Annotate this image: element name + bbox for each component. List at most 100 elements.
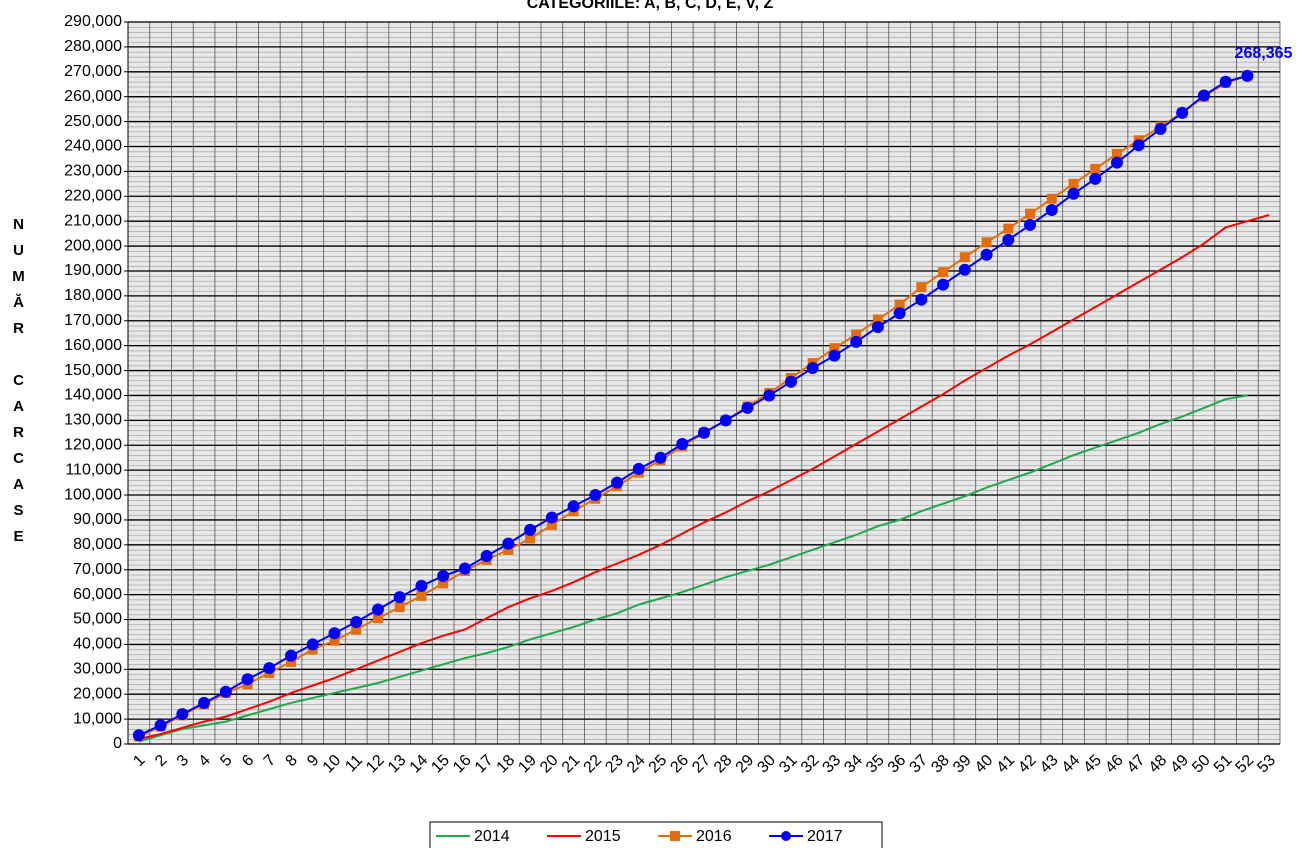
marker [545,511,558,524]
y-tick-label: 80,000 [73,536,122,553]
marker [176,708,189,721]
marker [915,293,928,306]
y-tick-label: 10,000 [73,710,122,727]
marker [1110,156,1123,169]
marker [393,591,406,604]
y-tick-label: 60,000 [73,586,122,603]
marker [763,389,776,402]
series-line [138,74,1248,737]
marker [567,500,580,513]
chart-title: CATEGORIILE: A, B, C, D, E, V, Z [527,0,774,12]
marker [916,282,927,293]
y-tick-label: 160,000 [64,337,122,354]
y-axis-label: NUMĂR CARCASE [10,216,27,554]
marker [1241,69,1254,82]
marker [524,523,537,536]
y-tick-label: 140,000 [64,387,122,404]
marker [132,729,145,742]
marker [329,635,340,646]
marker [1219,75,1232,88]
marker [1067,187,1080,200]
y-tick-label: 40,000 [73,636,122,653]
legend [429,821,883,848]
marker [654,451,667,464]
marker [981,237,992,248]
y-tick-label: 30,000 [73,661,122,678]
series-line [138,74,1248,738]
y-tick-label: 70,000 [73,561,122,578]
x-tick-label: 5 [217,752,235,770]
marker [1025,208,1036,219]
legend-label: 2015 [585,828,621,845]
marker [154,719,167,732]
x-tick-label: 2 [152,752,170,770]
marker [1090,163,1101,174]
marker [894,299,905,310]
y-tick-label: 290,000 [64,13,122,30]
marker [394,602,405,613]
marker [1024,218,1037,231]
x-tick-label: 9 [304,752,322,770]
y-tick-label: 220,000 [64,187,122,204]
marker [503,544,514,555]
legend-marker [781,831,791,841]
marker [938,267,949,278]
marker [1046,193,1057,204]
marker [698,426,710,439]
marker [871,320,884,333]
y-tick-label: 150,000 [64,362,122,379]
series-line [138,394,1248,743]
y-tick-label: 170,000 [64,312,122,329]
marker [1197,89,1210,102]
marker [1002,233,1015,246]
y-tick-label: 130,000 [64,412,122,429]
marker [806,362,819,375]
plot-area [128,22,1280,744]
y-tick-label: 270,000 [64,63,122,80]
y-tick-label: 190,000 [64,262,122,279]
marker [350,616,363,629]
x-tick-label: 53 [1254,752,1279,777]
y-tick-label: 100,000 [64,486,122,503]
x-tick-label: 4 [196,752,214,770]
marker [872,314,883,325]
marker [525,533,536,544]
marker [893,307,906,320]
marker [1068,178,1079,189]
legend-marker [670,831,680,841]
marker [980,248,993,261]
marker [784,375,797,388]
y-tick-label: 90,000 [73,511,122,528]
marker [437,569,450,582]
marker [589,489,602,502]
x-tick-label: 7 [261,752,279,770]
y-tick-label: 260,000 [64,88,122,105]
y-tick-label: 110,000 [65,461,122,478]
x-tick-label: 1 [130,752,148,770]
marker [351,624,362,635]
marker [741,401,754,414]
y-tick-label: 200,000 [64,237,122,254]
marker [851,329,862,340]
marker [415,579,428,592]
marker [328,627,341,640]
marker [850,335,863,348]
y-tick-label: 120,000 [64,436,122,453]
marker [1003,223,1014,234]
marker [1132,139,1145,152]
marker [458,562,471,575]
y-tick-label: 240,000 [64,138,122,155]
y-tick-label: 0 [113,735,122,752]
marker [438,578,449,589]
marker [546,519,557,530]
marker [611,476,624,489]
x-tick-label: 8 [283,752,301,770]
marker [263,662,276,675]
marker [306,638,319,651]
y-tick-label: 50,000 [73,611,122,628]
marker [285,649,298,662]
marker [676,437,689,450]
marker [480,550,493,563]
